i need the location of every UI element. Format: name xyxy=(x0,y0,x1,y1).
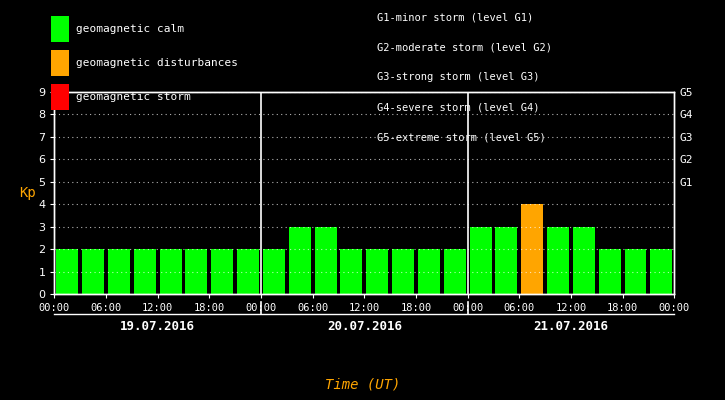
Bar xyxy=(624,249,647,294)
Text: G5-extreme storm (level G5): G5-extreme storm (level G5) xyxy=(377,132,546,142)
Bar xyxy=(470,227,492,294)
Text: G2-moderate storm (level G2): G2-moderate storm (level G2) xyxy=(377,42,552,52)
Bar xyxy=(186,249,207,294)
Text: G1-minor storm (level G1): G1-minor storm (level G1) xyxy=(377,12,534,22)
Bar xyxy=(57,249,78,294)
Bar xyxy=(366,249,388,294)
Bar xyxy=(237,249,259,294)
Text: G4-severe storm (level G4): G4-severe storm (level G4) xyxy=(377,102,539,112)
Bar xyxy=(160,249,181,294)
Bar xyxy=(495,227,518,294)
Bar xyxy=(444,249,465,294)
Bar xyxy=(211,249,233,294)
Text: 20.07.2016: 20.07.2016 xyxy=(327,320,402,332)
Bar xyxy=(263,249,285,294)
Text: geomagnetic storm: geomagnetic storm xyxy=(76,92,191,102)
Bar xyxy=(521,204,543,294)
Bar xyxy=(573,227,594,294)
Bar xyxy=(289,227,311,294)
Bar xyxy=(650,249,672,294)
Bar xyxy=(134,249,156,294)
Bar xyxy=(418,249,440,294)
Text: geomagnetic calm: geomagnetic calm xyxy=(76,24,184,34)
Text: 21.07.2016: 21.07.2016 xyxy=(534,320,608,332)
Bar xyxy=(547,227,569,294)
Bar xyxy=(315,227,336,294)
Bar xyxy=(392,249,414,294)
Bar xyxy=(599,249,621,294)
Bar xyxy=(82,249,104,294)
Text: G3-strong storm (level G3): G3-strong storm (level G3) xyxy=(377,72,539,82)
Y-axis label: Kp: Kp xyxy=(19,186,36,200)
Text: Time (UT): Time (UT) xyxy=(325,377,400,391)
Bar xyxy=(108,249,130,294)
Text: geomagnetic disturbances: geomagnetic disturbances xyxy=(76,58,238,68)
Text: 19.07.2016: 19.07.2016 xyxy=(120,320,195,332)
Bar xyxy=(341,249,362,294)
